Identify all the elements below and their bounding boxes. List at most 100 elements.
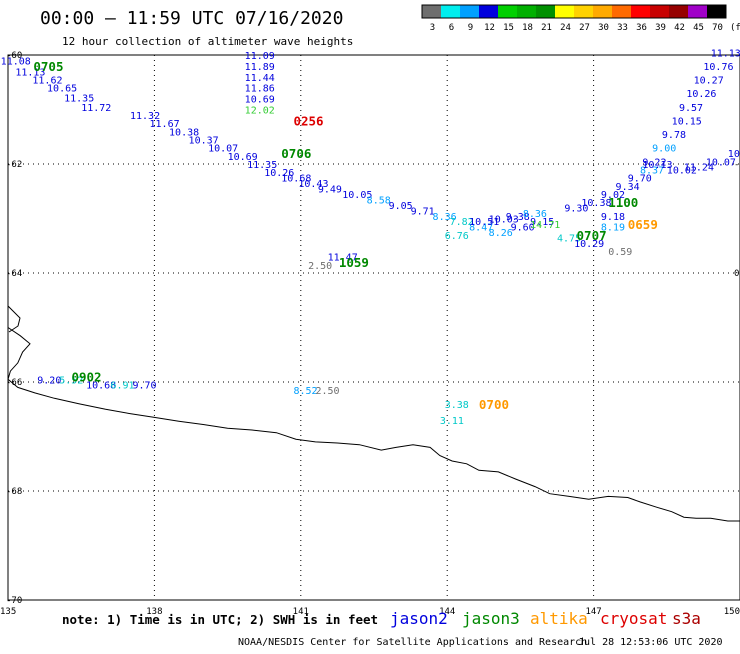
wave-height-value: 2.50: [308, 261, 332, 272]
latitude-label: -68: [6, 487, 22, 497]
colorbar-label: 70: [712, 23, 723, 33]
colorbar-swatch: [574, 5, 593, 18]
wave-height-value: 10.51: [469, 217, 499, 228]
pass-time-label: 0659: [628, 217, 658, 232]
latitude-label: -60: [6, 51, 22, 61]
wave-height-value: 10.69: [228, 152, 258, 163]
colorbar-swatch: [631, 5, 650, 18]
wave-height-value: 10.23: [728, 149, 740, 160]
wave-height-value: 10.76: [703, 62, 733, 73]
satellite-legend-jason3: jason3: [462, 609, 520, 628]
pass-time-label: 1059: [339, 255, 369, 270]
colorbar-label: 36: [636, 23, 647, 33]
colorbar-label: 30: [598, 23, 609, 33]
colorbar-swatch: [555, 5, 574, 18]
wave-height-value: 11.35: [247, 160, 277, 171]
wave-height-value: 11.62: [32, 76, 62, 87]
footer-note: note: 1) Time is in UTC; 2) SWH is in fe…: [62, 612, 378, 627]
latitude-label-right: 0: [734, 269, 739, 279]
wave-height-value: 11.86: [245, 84, 275, 95]
colorbar-frame: [421, 4, 727, 19]
wave-height-value: 9.78: [662, 130, 686, 141]
wave-height-value: 11.89: [245, 62, 275, 73]
wave-height-value: 10.68: [86, 381, 116, 392]
wave-height-value: 10.37: [189, 135, 219, 146]
longitude-label: 147: [585, 607, 601, 617]
wave-height-value: 9.57: [679, 103, 703, 114]
wave-height-value: 9.38: [506, 212, 530, 223]
wave-height-value: 8.19: [601, 223, 625, 234]
wave-height-value: 11.08: [1, 56, 31, 67]
wave-height-value: 8.36: [433, 212, 457, 223]
colorbar-swatch: [707, 5, 726, 18]
longitude-label: 144: [439, 607, 455, 617]
wave-height-value: 9.02: [601, 190, 625, 201]
wave-height-values: 11.0811.1311.6210.6511.3511.7211.3211.67…: [1, 48, 740, 427]
colorbar-label: 27: [579, 23, 590, 33]
wave-height-value: 2.50: [315, 386, 339, 397]
wave-height-value: 10.07: [706, 157, 736, 168]
pass-time-label: 0256: [293, 113, 323, 128]
wave-height-value: 10.27: [694, 76, 724, 87]
wave-height-value: 9.30: [564, 204, 588, 215]
wave-height-value: 8.36: [523, 209, 547, 220]
wave-height-value: 11.09: [245, 51, 275, 62]
wave-height-value: 10.13: [642, 160, 672, 171]
wave-height-value: 9.20: [37, 375, 61, 386]
wave-height-value: 0.59: [608, 247, 632, 258]
latitude-label: -62: [6, 160, 22, 170]
colorbar-swatch: [612, 5, 631, 18]
colorbar-label: 24: [560, 23, 571, 33]
wave-height-value: 9.34: [616, 182, 640, 193]
wave-height-value: 9.71: [411, 206, 435, 217]
wave-height-value: 8.26: [489, 228, 513, 239]
satellite-legend-jason2: jason2: [390, 609, 448, 628]
wave-height-value: 10.02: [667, 165, 697, 176]
wave-height-value: 10.38: [581, 198, 611, 209]
wave-height-value: 10.05: [342, 190, 372, 201]
wave-height-value: 9.60: [511, 223, 535, 234]
wave-height-value: 10.68: [281, 174, 311, 185]
wave-height-value: 9.22: [642, 157, 666, 168]
wave-height-value: 11.24: [684, 163, 714, 174]
pass-time-label: 0700: [479, 397, 509, 412]
wave-height-value: 11.67: [150, 119, 180, 130]
wave-height-value: 10.03: [489, 215, 519, 226]
latitude-label: -70: [6, 596, 22, 606]
wave-height-value: 11.44: [245, 73, 275, 84]
coastline-inlet: [7, 305, 21, 333]
wave-height-value: 10.38: [169, 127, 199, 138]
wave-height-value: 8.37: [640, 165, 664, 176]
colorbar-label: 21: [541, 23, 552, 33]
colorbar-unit: (ft): [730, 23, 740, 33]
latitude-label: -64: [6, 269, 22, 279]
wave-height-value: 8.58: [367, 195, 391, 206]
wave-height-value: 10.26: [686, 89, 716, 100]
wave-height-value: 10.43: [298, 179, 328, 190]
satellite-legend: jason2 jason3 altika cryosat s3a: [390, 609, 701, 628]
colorbar-swatch: [422, 5, 441, 18]
colorbar-label: 15: [503, 23, 514, 33]
satellite-legend-s3a: s3a: [672, 609, 701, 628]
pass-time-label: 0902: [71, 370, 101, 385]
wave-height-value: 14.71: [530, 220, 560, 231]
colorbar-swatch: [441, 5, 460, 18]
wave-height-value: 9.15: [530, 217, 554, 228]
wave-height-value: 11.13: [711, 48, 740, 59]
wave-height-value: 3.11: [440, 416, 464, 427]
wave-height-value: 10.65: [47, 84, 77, 95]
colorbar-label: 39: [655, 23, 666, 33]
wave-height-value: 6.76: [445, 231, 469, 242]
latitude-labels: -60-62-64-66-68-70-60: [6, 51, 740, 606]
plot-frame: [7, 54, 740, 601]
latitude-label: -66: [6, 378, 22, 388]
wave-height-value: 9.49: [318, 185, 342, 196]
gridlines: [8, 55, 740, 600]
colorbar-label: 9: [468, 23, 473, 33]
colorbar-swatch: [479, 5, 498, 18]
colorbar-swatch: [669, 5, 688, 18]
credit-text: NOAA/NESDIS Center for Satellite Applica…: [238, 637, 587, 648]
longitude-label: 135: [0, 607, 16, 617]
